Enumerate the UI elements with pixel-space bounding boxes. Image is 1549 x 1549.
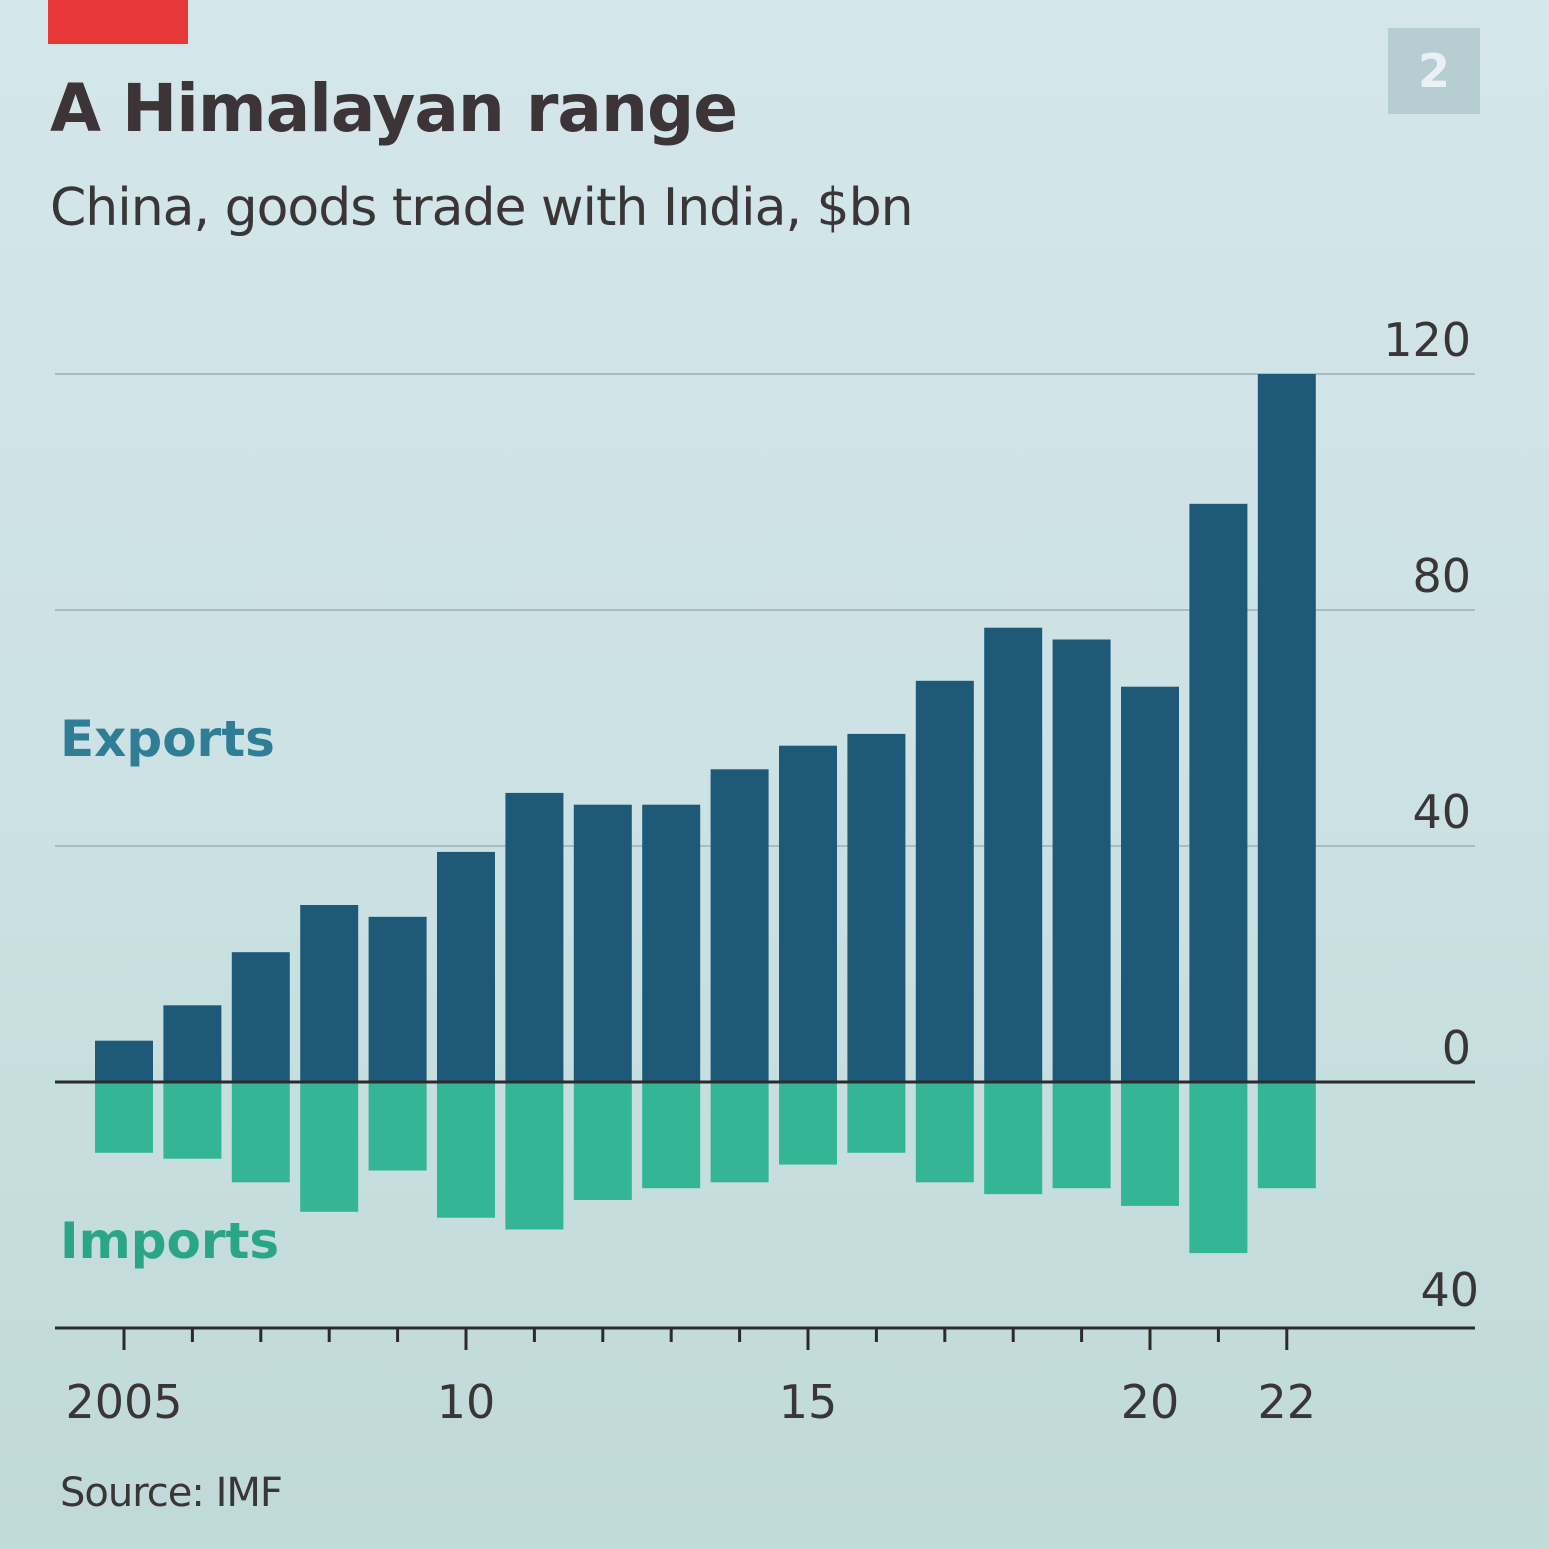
export-bar	[779, 745, 837, 1082]
x-tick-label: 20	[1121, 1375, 1180, 1429]
import-bar	[847, 1082, 906, 1153]
export-bar	[915, 680, 974, 1082]
export-bar	[437, 851, 495, 1082]
import-bar	[710, 1082, 769, 1183]
import-bar	[1121, 1082, 1179, 1206]
bars	[95, 374, 1316, 1254]
import-bar	[368, 1082, 427, 1171]
export-bar	[231, 952, 290, 1082]
chart-title: A Himalayan range	[50, 70, 738, 147]
import-bar	[779, 1082, 837, 1165]
import-bar	[95, 1082, 153, 1153]
export-bar	[163, 1005, 222, 1082]
export-bar	[1052, 639, 1111, 1082]
export-bar	[1257, 374, 1316, 1082]
import-bar	[505, 1082, 564, 1230]
y-tick-label-imports: 40	[1420, 1263, 1479, 1317]
x-tick-label: 2005	[65, 1375, 182, 1429]
labels: 0 40 80 120 40 2005 10 15 20 22 Exports Imports	[60, 313, 1479, 1429]
export-bar	[368, 916, 427, 1082]
source-note: Source: IMF	[60, 1470, 283, 1516]
accent-tab	[48, 0, 188, 44]
import-bar	[300, 1082, 359, 1212]
export-bar	[1121, 686, 1179, 1082]
import-bar	[984, 1082, 1043, 1195]
exports-label: Exports	[60, 710, 275, 768]
export-bar	[710, 769, 769, 1082]
export-bar	[642, 804, 701, 1082]
export-bar	[95, 1040, 153, 1082]
export-bar	[1189, 503, 1248, 1082]
import-bar	[163, 1082, 222, 1159]
y-tick-label: 40	[1412, 785, 1471, 839]
x-tick-label: 22	[1258, 1375, 1317, 1429]
import-bar	[1189, 1082, 1248, 1254]
x-tick-label: 15	[779, 1375, 838, 1429]
imports-label: Imports	[60, 1212, 279, 1270]
y-tick-label: 80	[1412, 549, 1471, 603]
import-bar	[231, 1082, 290, 1183]
export-bar	[984, 627, 1043, 1082]
chart-subtitle: China, goods trade with India, $bn	[50, 178, 914, 238]
export-bar	[847, 733, 906, 1082]
import-bar	[642, 1082, 701, 1189]
import-bar	[573, 1082, 632, 1200]
import-bar	[1257, 1082, 1316, 1189]
y-tick-label: 0	[1442, 1021, 1471, 1075]
axes	[55, 1080, 1475, 1350]
import-bar	[915, 1082, 974, 1183]
export-bar	[505, 792, 564, 1082]
export-bar	[573, 804, 632, 1082]
export-bar	[300, 905, 359, 1082]
y-tick-label: 120	[1383, 313, 1471, 367]
chart-number-badge: 2	[1388, 28, 1480, 114]
import-bar	[1052, 1082, 1111, 1189]
x-tick-label: 10	[437, 1375, 496, 1429]
import-bar	[437, 1082, 495, 1218]
